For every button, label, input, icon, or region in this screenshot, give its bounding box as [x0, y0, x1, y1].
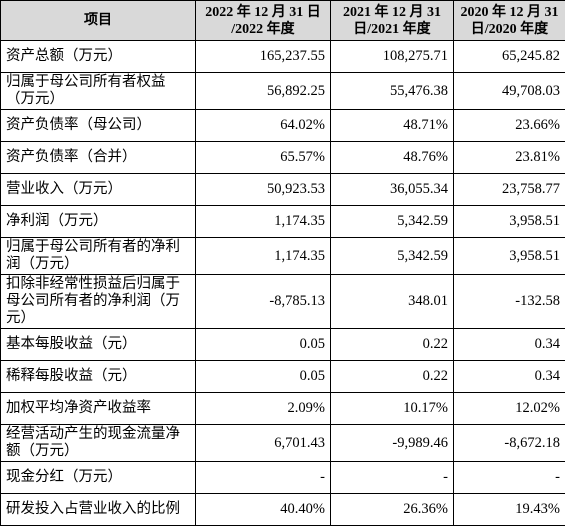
value-cell: 6,701.43	[196, 425, 331, 462]
row-label: 资产负债率（合并）	[1, 142, 196, 174]
table-row: 现金分红（万元）---	[1, 462, 565, 494]
value-cell: 5,342.59	[331, 206, 454, 238]
row-label: 研发投入占营业收入的比例	[1, 494, 196, 526]
value-cell: 0.05	[196, 361, 331, 393]
value-cell: 1,174.35	[196, 206, 331, 238]
value-cell: -	[454, 462, 565, 494]
value-cell: -8,672.18	[454, 425, 565, 462]
value-cell: 5,342.59	[331, 238, 454, 275]
value-cell: 50,923.53	[196, 174, 331, 206]
value-cell: -	[331, 462, 454, 494]
table-row: 资产负债率（合并）65.57%48.76%23.81%	[1, 142, 565, 174]
value-cell: 23.66%	[454, 110, 565, 142]
row-label: 扣除非经常性损益后归属于母公司所有者的净利润（万元）	[1, 275, 196, 329]
row-label: 经营活动产生的现金流量净额（万元）	[1, 425, 196, 462]
row-label: 净利润（万元）	[1, 206, 196, 238]
value-cell: 23,758.77	[454, 174, 565, 206]
row-label: 加权平均净资产收益率	[1, 393, 196, 425]
header-line: 2020 年 12 月 31	[459, 4, 560, 21]
row-label: 归属于母公司所有者权益（万元）	[1, 73, 196, 110]
value-cell: -9,989.46	[331, 425, 454, 462]
value-cell: 165,237.55	[196, 41, 331, 73]
header-line: /2022 年度	[201, 21, 325, 38]
row-label: 现金分红（万元）	[1, 462, 196, 494]
value-cell: 0.22	[331, 329, 454, 361]
value-cell: 48.71%	[331, 110, 454, 142]
value-cell: 0.34	[454, 361, 565, 393]
header-line: 日/2020 年度	[459, 21, 560, 38]
table-row: 经营活动产生的现金流量净额（万元）6,701.43-9,989.46-8,672…	[1, 425, 565, 462]
value-cell: -	[196, 462, 331, 494]
row-label: 资产负债率（母公司）	[1, 110, 196, 142]
value-cell: 56,892.25	[196, 73, 331, 110]
header-line: 2022 年 12 月 31 日	[201, 4, 325, 21]
value-cell: 3,958.51	[454, 238, 565, 275]
value-cell: 10.17%	[331, 393, 454, 425]
value-cell: 0.05	[196, 329, 331, 361]
header-line: 日/2021 年度	[336, 21, 448, 38]
value-cell: 40.40%	[196, 494, 331, 526]
row-label: 基本每股收益（元）	[1, 329, 196, 361]
value-cell: 36,055.34	[331, 174, 454, 206]
value-cell: 55,476.38	[331, 73, 454, 110]
value-cell: 108,275.71	[331, 41, 454, 73]
value-cell: 26.36%	[331, 494, 454, 526]
row-label: 归属于母公司所有者的净利润（万元）	[1, 238, 196, 275]
row-label: 营业收入（万元）	[1, 174, 196, 206]
value-cell: -8,785.13	[196, 275, 331, 329]
header-line: 2021 年 12 月 31	[336, 4, 448, 21]
value-cell: 12.02%	[454, 393, 565, 425]
value-cell: 1,174.35	[196, 238, 331, 275]
value-cell: 2.09%	[196, 393, 331, 425]
row-label: 稀释每股收益（元）	[1, 361, 196, 393]
value-cell: 348.01	[331, 275, 454, 329]
value-cell: 49,708.03	[454, 73, 565, 110]
value-cell: 0.34	[454, 329, 565, 361]
value-cell: 23.81%	[454, 142, 565, 174]
value-cell: 19.43%	[454, 494, 565, 526]
value-cell: 64.02%	[196, 110, 331, 142]
header-cell: 项目	[1, 1, 196, 41]
row-label: 资产总额（万元）	[1, 41, 196, 73]
value-cell: 48.76%	[331, 142, 454, 174]
value-cell: 0.22	[331, 361, 454, 393]
value-cell: -132.58	[454, 275, 565, 329]
table-row: 资产负债率（母公司）64.02%48.71%23.66%	[1, 110, 565, 142]
value-cell: 65,245.82	[454, 41, 565, 73]
value-cell: 65.57%	[196, 142, 331, 174]
header-cell: 2022 年 12 月 31 日/2022 年度	[196, 1, 331, 41]
value-cell: 3,958.51	[454, 206, 565, 238]
